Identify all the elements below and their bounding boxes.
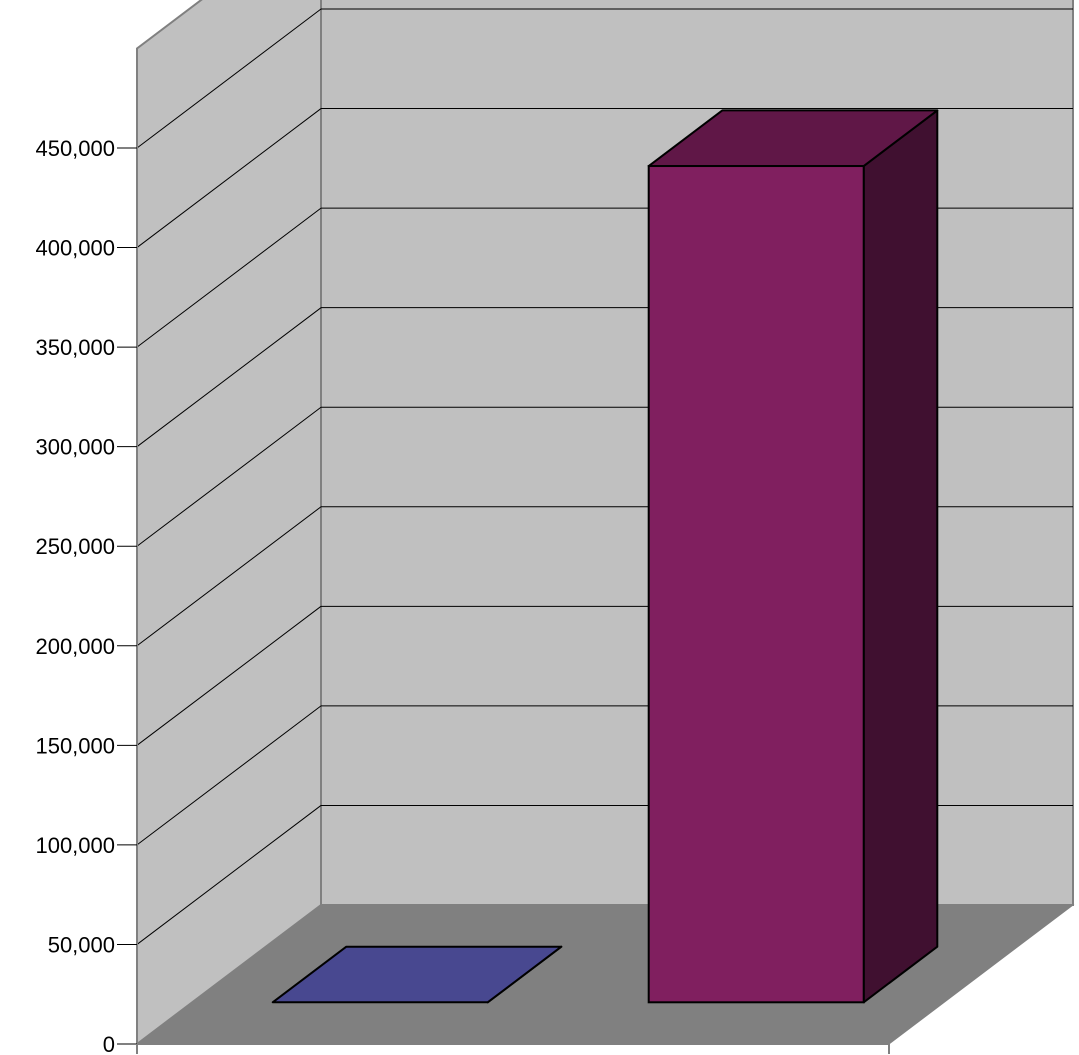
y-tick-label: 400,000 (35, 236, 115, 261)
gridline-side (136, 108, 322, 248)
side-wall (136, 0, 322, 1047)
bar-side (862, 109, 939, 1004)
bar-top (271, 945, 563, 1004)
gridline-side (136, 406, 322, 547)
y-tick-label: 350,000 (35, 335, 115, 360)
bar (271, 945, 563, 1004)
bar (647, 109, 939, 1004)
y-tick-label: 100,000 (35, 833, 115, 858)
bars (271, 109, 939, 1004)
y-tick-label: 200,000 (35, 634, 115, 659)
y-tick-label: 50,000 (48, 932, 115, 957)
gridline-side (136, 307, 322, 448)
bar-front (647, 165, 865, 1004)
y-tick-label: 150,000 (35, 733, 115, 758)
gridline-side (136, 8, 322, 149)
y-tick-label: 450,000 (35, 136, 115, 161)
gridline-side (136, 605, 322, 746)
y-tick-label: 250,000 (35, 534, 115, 559)
gridline-side (136, 207, 322, 348)
gridline-side (136, 705, 322, 846)
y-tick-label: 0 (103, 1032, 115, 1055)
y-tick-label: 300,000 (35, 435, 115, 460)
gridline-side (136, 506, 322, 647)
gridline-side (136, 805, 322, 945)
y-axis: 0 50,000 100,000 150,000 200,000 250,000 300,0… (35, 48, 890, 1055)
